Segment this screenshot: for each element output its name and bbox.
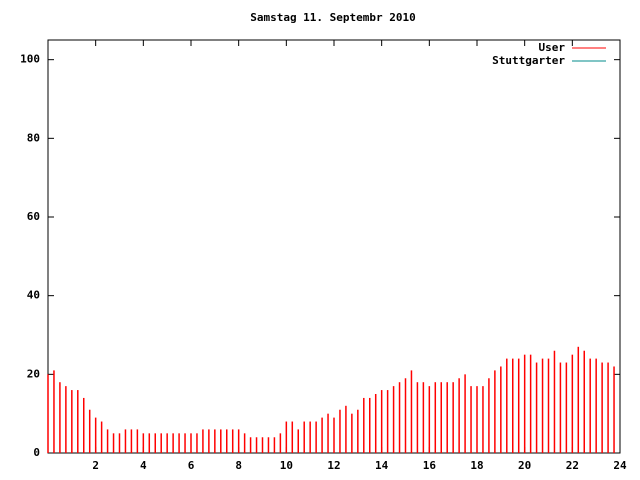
x-tick-label: 22 xyxy=(566,459,579,472)
x-tick-label: 4 xyxy=(140,459,147,472)
x-tick-label: 8 xyxy=(235,459,242,472)
y-tick-label: 100 xyxy=(20,53,40,66)
x-tick-label: 6 xyxy=(188,459,195,472)
x-tick-label: 18 xyxy=(470,459,483,472)
y-tick-label: 0 xyxy=(33,446,40,459)
y-tick-label: 80 xyxy=(27,131,40,144)
x-tick-label: 16 xyxy=(423,459,437,472)
y-tick-label: 20 xyxy=(27,367,40,380)
x-tick-label: 2 xyxy=(92,459,99,472)
x-tick-label: 10 xyxy=(280,459,293,472)
legend-label: Stuttgarter xyxy=(492,54,565,67)
x-tick-label: 14 xyxy=(375,459,389,472)
legend-label: User xyxy=(539,41,566,54)
chart-title: Samstag 11. Septembr 2010 xyxy=(250,11,416,24)
plot-frame xyxy=(47,39,621,454)
y-tick-label: 40 xyxy=(27,289,40,302)
y-tick-label: 60 xyxy=(27,210,40,223)
x-tick-label: 24 xyxy=(613,459,627,472)
x-tick-label: 20 xyxy=(518,459,531,472)
x-tick-label: 12 xyxy=(327,459,340,472)
